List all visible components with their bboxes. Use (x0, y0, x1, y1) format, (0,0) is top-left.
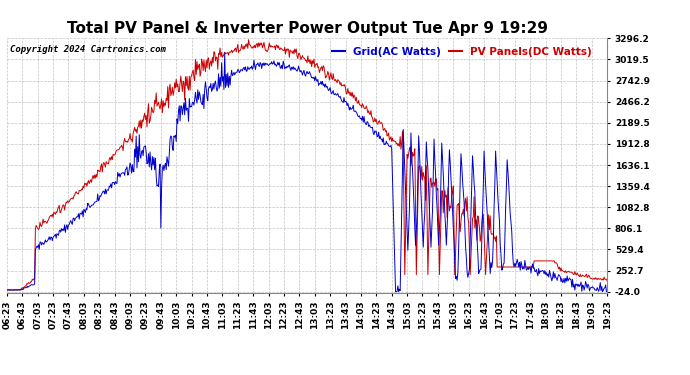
Title: Total PV Panel & Inverter Power Output Tue Apr 9 19:29: Total PV Panel & Inverter Power Output T… (66, 21, 548, 36)
Text: Copyright 2024 Cartronics.com: Copyright 2024 Cartronics.com (10, 45, 166, 54)
Legend: Grid(AC Watts), PV Panels(DC Watts): Grid(AC Watts), PV Panels(DC Watts) (328, 43, 596, 61)
